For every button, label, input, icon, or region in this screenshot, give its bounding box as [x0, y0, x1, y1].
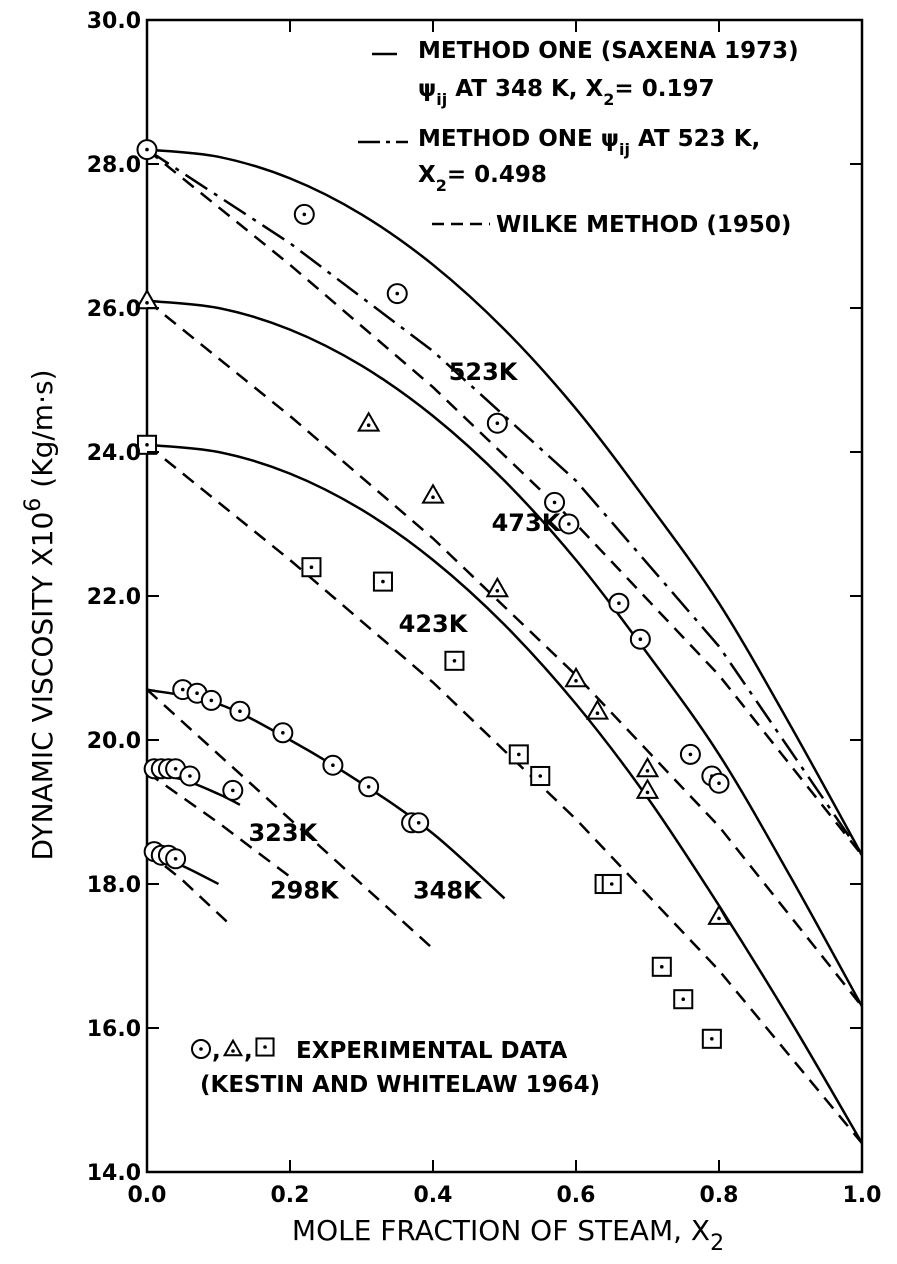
marker-circle: [608, 592, 630, 614]
legend-dashed-line1: WILKE METHOD (1950): [496, 212, 791, 238]
y-axis-title: DYNAMIC VISCOSITY X106(Kg/m·s): [21, 369, 59, 860]
series-523K-dashed: [146, 148, 863, 856]
curve-label-348K: 348K: [413, 876, 483, 904]
curve-label-523K: 523K: [449, 358, 519, 386]
curve-label-298K: 298K: [270, 876, 340, 904]
marker-triangle: [485, 576, 510, 598]
x-tick-label: 0.6: [557, 1183, 596, 1208]
series-348K-dashed: [146, 688, 434, 950]
marker-square: [136, 434, 158, 455]
marker-triangle: [564, 666, 588, 688]
marker-circle: [200, 689, 222, 711]
y-tick-label: 16.0: [87, 1017, 141, 1042]
y-tick-label: 20.0: [87, 729, 141, 754]
marker-circle: [229, 700, 251, 722]
marker-square: [372, 571, 393, 592]
marker-square: [508, 744, 529, 765]
series-423K-solid: [146, 443, 864, 1144]
legend-dashdot-line1: METHOD ONE ψij AT 523 K,: [418, 126, 760, 159]
marker-square: [673, 989, 694, 1010]
marker-triangle: [635, 778, 660, 799]
y-tick-label: 30.0: [87, 9, 141, 34]
series-523K-solid: [146, 148, 864, 856]
marker-circle: [191, 1039, 211, 1059]
series-473K-solid: [146, 299, 864, 1008]
x-axis-title: MOLE FRACTION OF STEAM, X2: [292, 1214, 724, 1256]
y-tick-label: 24.0: [87, 441, 141, 466]
x-tick-label: 0.2: [271, 1183, 310, 1208]
y-tick-label: 22.0: [87, 585, 141, 610]
series-348K-solid: [146, 688, 506, 900]
series-473K-dashed: [146, 299, 863, 1008]
experimental-points: [135, 139, 731, 1049]
curve-label-323K: 323K: [248, 819, 318, 847]
marker-square: [255, 1037, 275, 1057]
marker-circle: [222, 779, 244, 801]
marker-triangle: [356, 411, 381, 432]
legend: METHOD ONE (SAXENA 1973) ψij AT 348 K, X2…: [358, 38, 799, 238]
marker-triangle: [707, 904, 731, 925]
legend-solid-line2: ψij AT 348 K, X2= 0.197: [418, 76, 714, 109]
marker-triangle: [585, 699, 610, 720]
marker-circle: [293, 203, 315, 225]
marker-circle: [358, 776, 380, 798]
marker-circle: [708, 772, 730, 794]
x-tick-label: 1.0: [843, 1183, 882, 1208]
exp-legend-line2: (KESTIN AND WHITELAW 1964): [200, 1072, 600, 1098]
curve-label-423K: 423K: [399, 610, 469, 638]
marker-circle: [558, 513, 580, 535]
marker-circle: [272, 722, 294, 744]
x-tick-label: 0.8: [700, 1183, 739, 1208]
marker-circle: [629, 628, 651, 650]
marker-square: [701, 1028, 722, 1049]
y-tick-label: 14.0: [87, 1161, 141, 1186]
experimental-legend: ,, EXPERIMENTAL DATA (KESTIN AND WHITELAW …: [191, 1037, 600, 1098]
curve-label-473K: 473K: [492, 509, 562, 537]
exp-legend-comma: ,: [244, 1038, 253, 1064]
y-tick-label: 18.0: [87, 873, 141, 898]
series-layer: [146, 148, 864, 1144]
axis-ticks: 14.0 16.0 18.0 20.0 22.0 24.0 26.0 28.0 30.0 0.0 0…: [87, 9, 882, 1208]
series-523K-dashdot: [146, 148, 864, 856]
marker-circle: [179, 765, 201, 787]
exp-legend-comma: ,: [212, 1038, 221, 1064]
marker-square: [301, 557, 322, 578]
curve-labels: 523K 473K 423K 348K 323K 298K: [248, 358, 561, 904]
y-tick-label: 28.0: [87, 153, 141, 178]
exp-legend-line1: EXPERIMENTAL DATA: [296, 1038, 568, 1064]
marker-circle: [165, 848, 187, 870]
series-323K-dashed: [146, 771, 291, 878]
marker-triangle: [635, 756, 660, 778]
marker-circle: [486, 412, 508, 434]
marker-circle: [679, 743, 701, 765]
marker-circle: [322, 754, 344, 776]
x-tick-label: 0.4: [414, 1183, 453, 1208]
marker-circle: [544, 491, 566, 513]
marker-circle: [408, 812, 430, 834]
marker-triangle: [421, 483, 445, 504]
marker-circle: [136, 139, 158, 161]
y-tick-label: 26.0: [87, 297, 141, 322]
x-tick-label: 0.0: [128, 1183, 167, 1208]
legend-dashdot-line2: X2= 0.498: [418, 162, 547, 195]
marker-circle: [386, 283, 408, 305]
marker-triangle: [222, 1038, 244, 1057]
marker-square: [601, 873, 622, 895]
marker-square: [651, 956, 672, 977]
marker-square: [530, 765, 551, 787]
series-423K-dashed: [146, 443, 863, 1144]
legend-solid-line1: METHOD ONE (SAXENA 1973): [418, 38, 799, 64]
marker-square: [444, 650, 465, 671]
